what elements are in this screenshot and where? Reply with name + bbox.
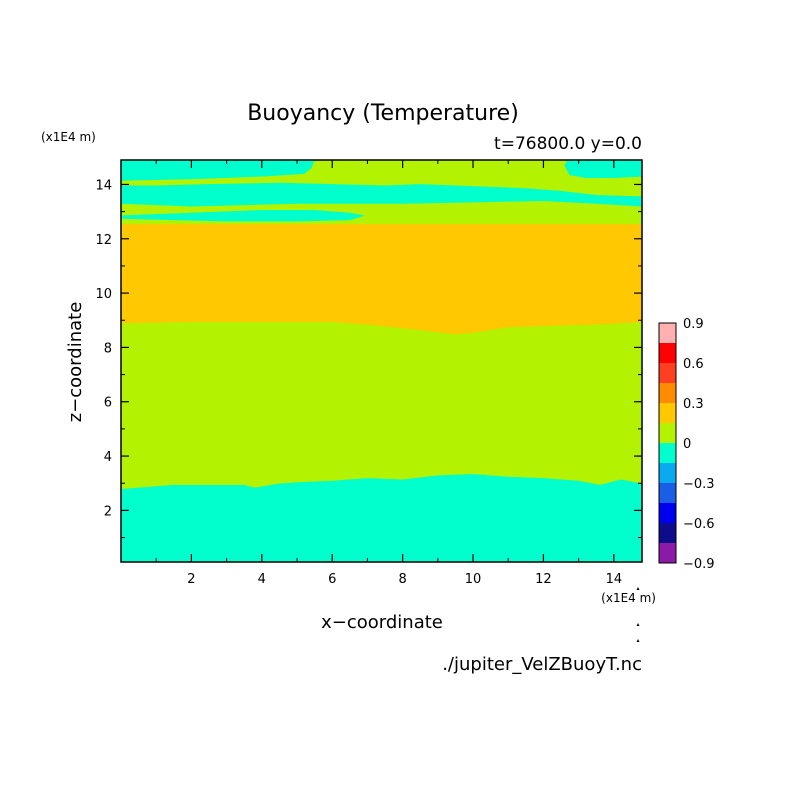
contour-band-4 <box>121 210 364 222</box>
colorbar-swatch <box>659 403 676 423</box>
colorbar-swatch <box>659 483 676 503</box>
colorbar-swatch <box>659 503 676 523</box>
contour-band-1 <box>121 321 642 490</box>
colorbar-tick-label: 0.6 <box>683 357 704 372</box>
colorbar-swatch <box>659 383 676 403</box>
plot-frame <box>120 159 643 563</box>
x-axis-label: x−coordinate <box>321 612 443 633</box>
colorbar-swatch <box>659 463 676 483</box>
y-tick-label: 14 <box>95 178 112 193</box>
contour-band-5 <box>121 182 642 207</box>
colorbar-swatch <box>659 423 676 443</box>
y-tick-label: 8 <box>104 341 112 356</box>
colorbar-tick-label: 0 <box>683 437 691 452</box>
colorbar-swatch <box>659 543 676 563</box>
colorbar-tick-label: 0.3 <box>683 397 704 412</box>
colorbar-swatch <box>659 443 676 463</box>
colorbar-swatch <box>659 523 676 543</box>
x-tick-label: 14 <box>606 572 623 587</box>
x-tick-label: 10 <box>465 572 482 587</box>
colorbar-frame <box>658 322 677 564</box>
colorbar-tick-label: −0.6 <box>683 517 715 532</box>
contour-band-2 <box>121 223 642 335</box>
x-tick-label: 6 <box>328 572 336 587</box>
y-tick-label: 4 <box>104 450 112 465</box>
time-slice-label: t=76800.0 y=0.0 <box>494 134 642 154</box>
colorbar-swatch <box>659 363 676 383</box>
colorbar-tick-label: −0.9 <box>683 557 715 572</box>
y-tick-label: 12 <box>95 233 112 248</box>
x-axis-unit: (x1E4 m) <box>601 591 656 605</box>
y-tick-label: 2 <box>104 504 112 519</box>
contour-band-0 <box>121 473 642 562</box>
y-axis-label: z−coordinate <box>65 302 86 423</box>
y-tick-label: 10 <box>95 287 112 302</box>
y-axis-unit: (x1E4 m) <box>41 130 96 144</box>
source-file-label: ./jupiter_VelZBuoyT.nc <box>442 654 642 675</box>
contour-band-7 <box>564 160 642 178</box>
colorbar-swatch <box>659 323 676 343</box>
colorbar-swatch <box>659 343 676 363</box>
y-axis-ticks: 2 4 6 8 10 12 14 <box>95 178 642 539</box>
colorbar-tick-label: 0.9 <box>683 317 704 332</box>
x-axis-ticks: 2 4 6 8 10 12 14 <box>155 160 623 587</box>
y-tick-label: 6 <box>104 396 112 411</box>
chart-title: Buoyancy (Temperature) <box>247 101 519 126</box>
x-tick-label: 8 <box>398 572 406 587</box>
colorbar-legend: 0.9 0.6 0.3 0 −0.3 −0.6 −0.9 <box>658 317 715 572</box>
x-tick-label: 4 <box>258 572 266 587</box>
x-tick-label: 12 <box>535 572 552 587</box>
contour-band-6 <box>121 160 315 181</box>
small-markers <box>636 587 640 642</box>
colorbar-tick-label: −0.3 <box>683 477 715 492</box>
x-tick-label: 2 <box>187 572 195 587</box>
plot-area <box>120 159 643 563</box>
